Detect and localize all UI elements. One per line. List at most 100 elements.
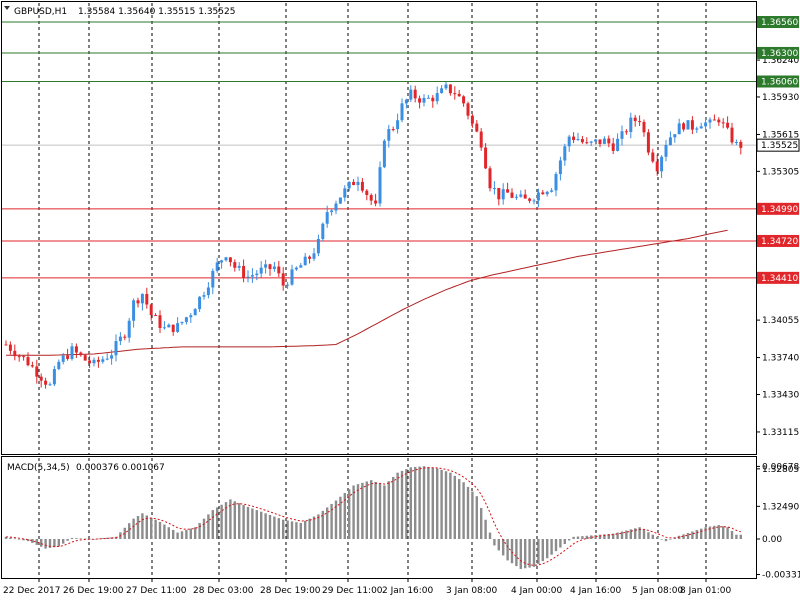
macd-bar <box>475 496 478 539</box>
candle-bear <box>123 336 127 338</box>
macd-values: 0.000376 0.001067 <box>76 463 165 473</box>
candle-bear <box>171 324 175 332</box>
candle-bear <box>242 265 246 278</box>
macd-bar <box>136 515 140 539</box>
y-tick-label: 1.32805 <box>762 465 799 475</box>
candle-bull <box>206 287 210 296</box>
macd-tick-label: 0.00 <box>762 535 782 545</box>
candle-bull <box>532 200 536 202</box>
macd-signal-line <box>5 467 741 566</box>
candle-bear <box>35 366 39 377</box>
macd-bar <box>150 517 153 539</box>
macd-bar <box>172 529 175 539</box>
symbol-timeframe: GBPUSD,H1 <box>14 7 67 17</box>
macd-bar <box>180 531 184 539</box>
x-tick-label: 4 Jan 16:00 <box>570 586 622 596</box>
macd-bar <box>251 508 254 539</box>
macd-bar <box>387 481 390 539</box>
macd-bar <box>224 502 228 539</box>
candle-bear <box>642 121 646 133</box>
macd-bar <box>717 525 720 539</box>
macd-name: MACD(5,34,5) <box>7 463 70 473</box>
candle-bull <box>321 223 325 239</box>
candle-bull <box>409 89 413 100</box>
candle-bear <box>726 122 730 128</box>
candle-bull <box>224 257 228 261</box>
chart-menu-icon[interactable] <box>4 6 10 10</box>
candle-bull <box>734 141 738 143</box>
macd-bar <box>246 506 250 539</box>
candle-bull <box>347 181 351 189</box>
candle-bull <box>563 146 567 161</box>
price-panel-frame <box>1 1 757 455</box>
macd-bar <box>550 539 553 555</box>
candle-bull <box>92 359 96 364</box>
macd-bar <box>642 529 646 539</box>
candle-bull <box>259 267 263 274</box>
macd-bar <box>458 479 461 539</box>
macd-bar <box>75 538 78 539</box>
candle-bear <box>470 115 474 124</box>
macd-bar <box>506 539 509 561</box>
y-tick-label: 1.32490 <box>762 502 799 512</box>
candle-bull <box>211 270 215 288</box>
candle-bull <box>629 117 633 133</box>
support-level-tag <box>757 202 799 215</box>
macd-panel-frame <box>1 456 757 579</box>
candle-bear <box>26 357 30 366</box>
macd-bar <box>40 539 43 547</box>
x-tick-label: 28 Dec 03:00 <box>193 586 254 596</box>
macd-bar <box>255 510 258 539</box>
candle-bull <box>404 99 408 104</box>
macd-bar <box>510 539 514 564</box>
candle-bear <box>352 181 356 186</box>
candle-bull <box>387 129 391 141</box>
candle-bull <box>550 190 554 192</box>
macd-bar <box>484 519 487 539</box>
macd-bar <box>528 539 531 568</box>
candle-bear <box>277 266 281 274</box>
macd-bar <box>594 535 597 539</box>
macd-bar <box>378 483 382 539</box>
candle-bull <box>272 266 276 269</box>
candle-bull <box>338 197 342 204</box>
candle-bear <box>651 152 655 162</box>
macd-bar <box>686 532 690 539</box>
macd-bar <box>26 539 30 542</box>
macd-bar <box>268 514 272 539</box>
macd-bar <box>308 518 311 539</box>
candle-bear <box>30 365 34 367</box>
macd-bar <box>304 520 307 539</box>
candle-bull <box>132 300 136 321</box>
x-tick-label: 3 Jan 08:00 <box>446 586 498 596</box>
candle-bear <box>572 136 576 141</box>
candle-bull <box>554 174 558 191</box>
macd-bar <box>290 521 294 539</box>
macd-bar <box>660 539 663 540</box>
candle-bull <box>501 189 505 200</box>
macd-bar <box>334 500 338 539</box>
candle-bull <box>189 315 193 318</box>
macd-bar <box>466 486 470 539</box>
moving-average-line <box>6 229 728 356</box>
candle-bear <box>281 273 285 286</box>
candle-bear <box>22 356 26 358</box>
candle-bear <box>96 359 100 362</box>
candle-bull <box>396 120 400 130</box>
candle-bull <box>290 269 294 285</box>
y-tick-label: 1.33115 <box>762 428 799 438</box>
candle-bull <box>180 321 184 324</box>
macd-bar <box>418 466 421 539</box>
candle-bear <box>79 352 83 356</box>
macd-bar <box>352 485 355 539</box>
candle-bear <box>475 123 479 132</box>
macd-bar <box>110 537 113 539</box>
macd-tick-label: -0.003319 <box>762 571 800 581</box>
macd-bar <box>312 516 316 539</box>
macd-bar <box>282 519 285 539</box>
candle-bull <box>237 265 241 268</box>
candle-bull <box>356 181 360 186</box>
y-tick-label: 1.35615 <box>762 130 799 140</box>
candle-bear <box>682 123 686 130</box>
candle-bull <box>330 210 334 213</box>
